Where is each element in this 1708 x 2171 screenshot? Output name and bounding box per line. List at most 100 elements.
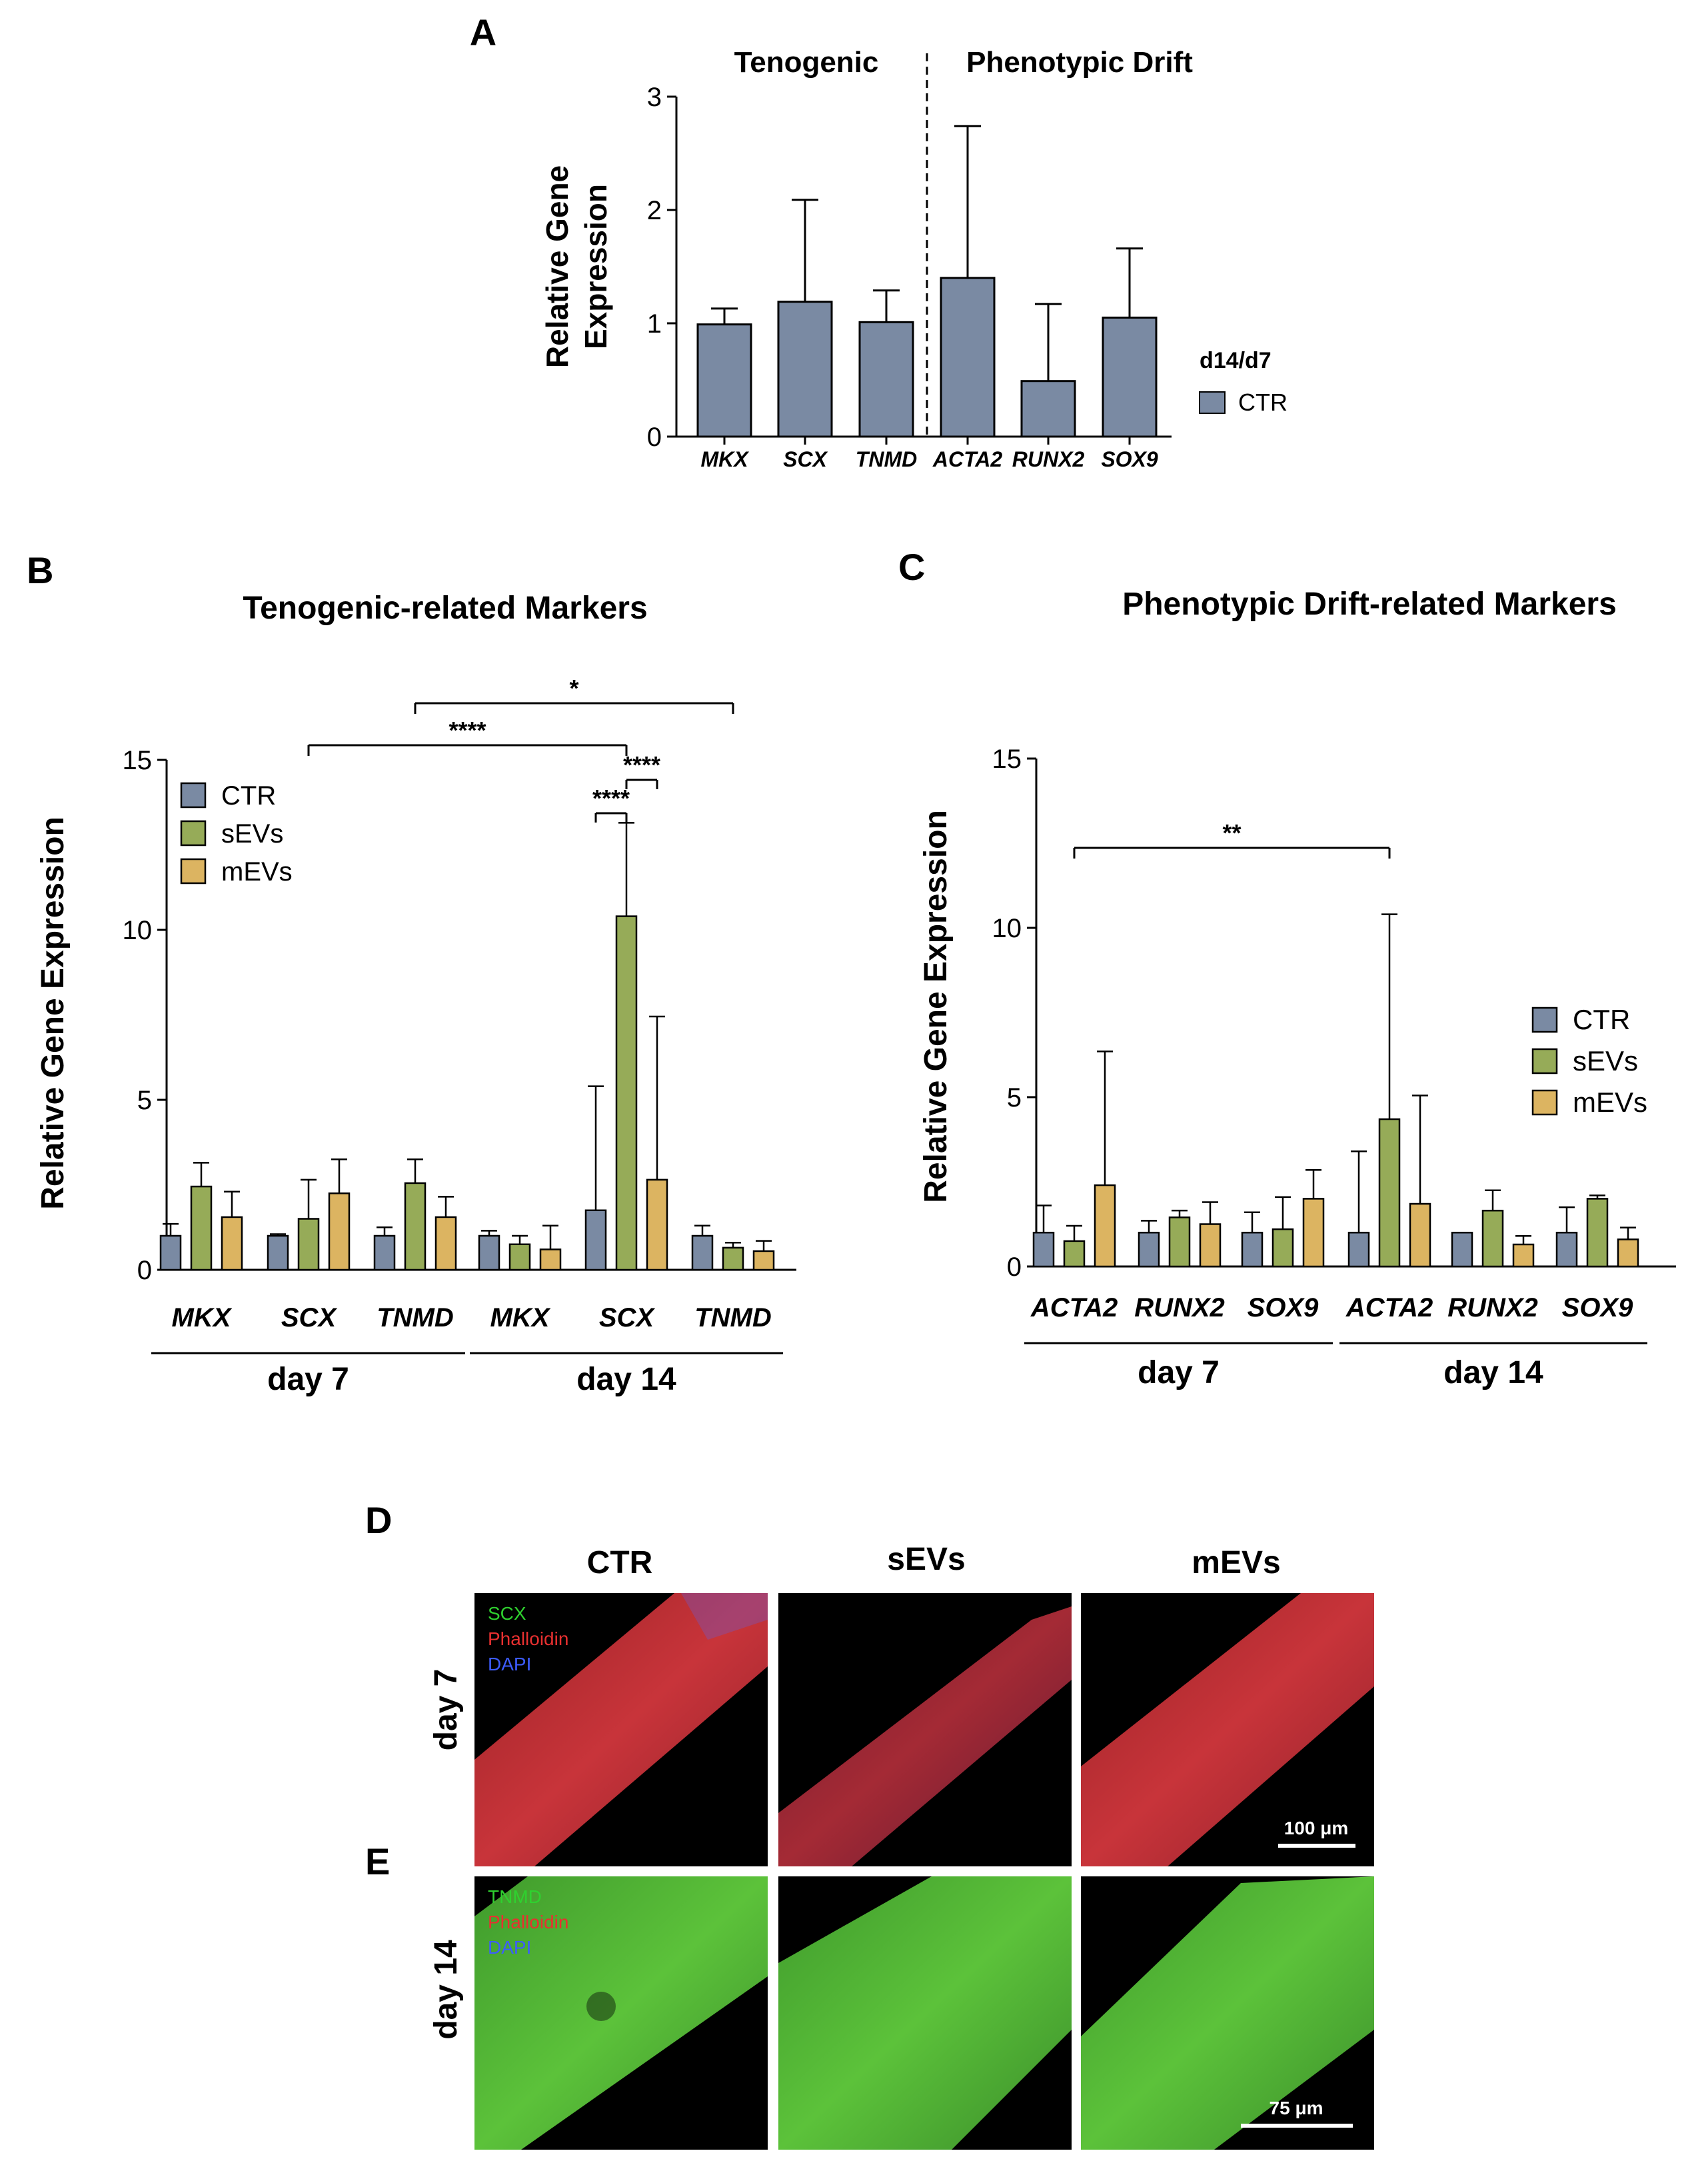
c-bar-mevs	[1094, 1184, 1116, 1268]
panel-letter-e: E	[365, 1840, 390, 1882]
b-bar-mevs	[434, 1216, 457, 1271]
b-y-tick-label: 0	[137, 1256, 152, 1285]
c-category-label: ACTA2	[1030, 1293, 1118, 1322]
a-y-tick-label: 2	[647, 196, 662, 225]
c-bar-sevs	[1481, 1209, 1504, 1268]
image-row-day7: day 7	[428, 1669, 464, 1751]
panel-a-legend-label: CTR	[1238, 389, 1287, 416]
b-y-label: Relative Gene Expression	[35, 817, 71, 1210]
c-legend-label: sEVs	[1573, 1045, 1638, 1077]
c-category-label: SOX9	[1248, 1293, 1319, 1322]
b-legend-swatch	[180, 820, 207, 847]
c-group-label: day 14	[1443, 1355, 1543, 1390]
c-bar-sevs	[1272, 1228, 1294, 1268]
micrograph-day14-sevs	[778, 1876, 1072, 2150]
c-legend-swatch	[1531, 1007, 1558, 1033]
b-legend-label: sEVs	[221, 819, 283, 849]
a-y-tick-label: 3	[647, 83, 662, 112]
c-bar-ctr	[1555, 1231, 1578, 1268]
b-group-label: day 7	[267, 1362, 349, 1397]
c-bar-sevs	[1063, 1240, 1086, 1268]
micrograph-day14-ctr	[474, 1876, 768, 2150]
a-bar	[940, 277, 996, 438]
b-bar-mevs	[646, 1178, 668, 1271]
image-column-ctr: CTR	[587, 1545, 653, 1580]
c-y-tick-label: 10	[992, 914, 1022, 943]
c-legend-label: CTR	[1573, 1004, 1630, 1035]
a-category-label: RUNX2	[1012, 447, 1085, 471]
panel-letter-d: D	[365, 1499, 392, 1541]
c-bar-ctr	[1138, 1231, 1160, 1268]
micrograph-day7-mevs	[1081, 1593, 1374, 1866]
c-group-label: day 7	[1138, 1355, 1220, 1390]
a-category-label: TNMD	[856, 447, 917, 471]
b-category-label: MKX	[172, 1303, 233, 1332]
a-bar	[777, 301, 833, 438]
c-bar-mevs	[1617, 1238, 1639, 1268]
b-bar-mevs	[539, 1248, 562, 1271]
b-sig-label: ****	[623, 751, 660, 779]
a-category-label: SOX9	[1101, 447, 1158, 471]
c-bar-mevs	[1302, 1198, 1325, 1268]
panel-b-title: Tenogenic-related Markers	[243, 591, 647, 626]
b-category-label: SCX	[599, 1303, 656, 1332]
stain-label-dapi-day14: DAPI	[488, 1937, 531, 1958]
b-bar-mevs	[752, 1250, 775, 1271]
image-row-day14: day 14	[428, 1940, 464, 2040]
a-bar	[1020, 380, 1076, 438]
c-y-label: Relative Gene Expression	[918, 810, 954, 1203]
image-column-sevs: sEVs	[887, 1542, 965, 1577]
a-y-tick-label: 0	[647, 423, 662, 452]
micrograph-day7-ctr	[474, 1593, 768, 1866]
stain-label-dapi-day7: DAPI	[488, 1654, 531, 1674]
b-y-tick-label: 5	[137, 1086, 152, 1115]
c-bar-mevs	[1199, 1223, 1222, 1268]
panel-letter-c: C	[898, 546, 925, 588]
a-bar	[696, 323, 752, 438]
c-category-label: RUNX2	[1447, 1293, 1538, 1322]
c-bar-mevs	[1512, 1243, 1535, 1268]
a-y-label: Relative Gene	[540, 165, 574, 368]
stain-label-tnmd: TNMD	[488, 1886, 542, 1907]
scale-bar-day7	[1278, 1844, 1355, 1848]
micrograph-day7-sevs	[778, 1593, 1072, 1866]
b-bar-mevs	[328, 1192, 351, 1271]
b-bar-sevs	[722, 1246, 744, 1271]
b-bar-ctr	[373, 1234, 396, 1271]
a-category-label: SCX	[783, 447, 828, 471]
b-bar-ctr	[478, 1234, 500, 1271]
panel-a-group-right: Phenotypic Drift	[966, 46, 1193, 79]
c-bar-sevs	[1168, 1216, 1191, 1268]
c-bar-ctr	[1451, 1231, 1473, 1268]
c-category-label: RUNX2	[1134, 1293, 1225, 1322]
b-bar-sevs	[508, 1243, 531, 1271]
b-category-label: TNMD	[694, 1303, 772, 1332]
b-bar-ctr	[584, 1209, 607, 1271]
a-bar	[1102, 317, 1158, 438]
b-sig-label: ****	[592, 785, 630, 812]
c-legend-swatch	[1531, 1048, 1558, 1075]
b-bar-sevs	[404, 1182, 427, 1271]
chart-c: 0 5 10 15 Relative Gene Expression ACTA2 RUNX2…	[918, 745, 1676, 1390]
c-y-tick-label: 0	[1007, 1252, 1022, 1282]
c-bar-ctr	[1241, 1231, 1264, 1268]
c-bar-mevs	[1409, 1202, 1431, 1268]
chart-a: 0 1 2 3 Relative Gene Expression MKX SCX TNMD ACT…	[540, 53, 1172, 471]
b-bar-ctr	[159, 1234, 182, 1271]
c-y-tick-label: 15	[992, 745, 1022, 774]
panel-letter-a: A	[470, 11, 496, 53]
b-sig-label: *	[569, 675, 578, 702]
stain-label-phalloidin-day7: Phalloidin	[488, 1628, 568, 1649]
b-bar-ctr	[691, 1234, 714, 1271]
micrograph-day14-mevs	[1081, 1876, 1374, 2150]
a-bar	[858, 321, 914, 438]
b-bar-ctr	[267, 1234, 289, 1271]
b-bar-sevs	[297, 1218, 320, 1271]
b-group-label: day 14	[576, 1362, 676, 1397]
b-y-tick-label: 10	[123, 916, 153, 945]
stain-label-scx: SCX	[488, 1603, 526, 1624]
panel-a-legend-swatch	[1199, 391, 1226, 414]
a-category-label: MKX	[700, 447, 749, 471]
b-legend-swatch	[180, 858, 207, 885]
